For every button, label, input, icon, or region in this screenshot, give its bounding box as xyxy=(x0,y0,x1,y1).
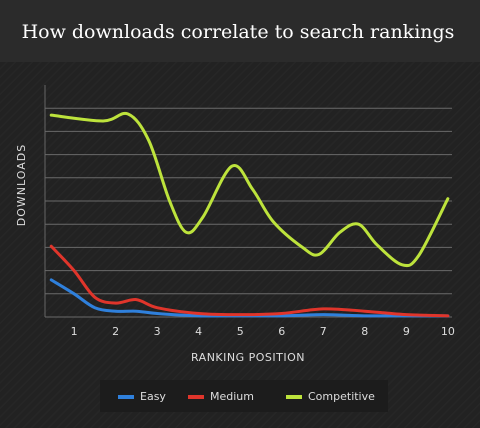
chart-area xyxy=(0,62,480,428)
x-tick-label: 7 xyxy=(320,325,327,338)
x-tick-label: 6 xyxy=(278,325,285,338)
line-series xyxy=(49,244,450,318)
x-tick-label: 9 xyxy=(403,325,410,338)
x-axis-label: RANKING POSITION xyxy=(191,351,305,364)
legend-label: Medium xyxy=(210,390,254,403)
legend-label: Easy xyxy=(140,390,166,403)
line-series xyxy=(49,278,450,318)
x-tick-label: 5 xyxy=(237,325,244,338)
x-tick-label: 10 xyxy=(441,325,455,338)
line-series xyxy=(49,111,450,268)
x-tick-label: 3 xyxy=(154,325,161,338)
x-tick-label: 1 xyxy=(71,325,78,338)
x-tick-label: 2 xyxy=(112,325,119,338)
x-tick-label: 4 xyxy=(195,325,202,338)
legend xyxy=(100,380,388,412)
chart-title: How downloads correlate to search rankin… xyxy=(22,21,455,43)
legend-label: Competitive xyxy=(308,390,375,403)
y-axis-label: DOWNLOADS xyxy=(15,144,28,226)
x-tick-label: 8 xyxy=(361,325,368,338)
